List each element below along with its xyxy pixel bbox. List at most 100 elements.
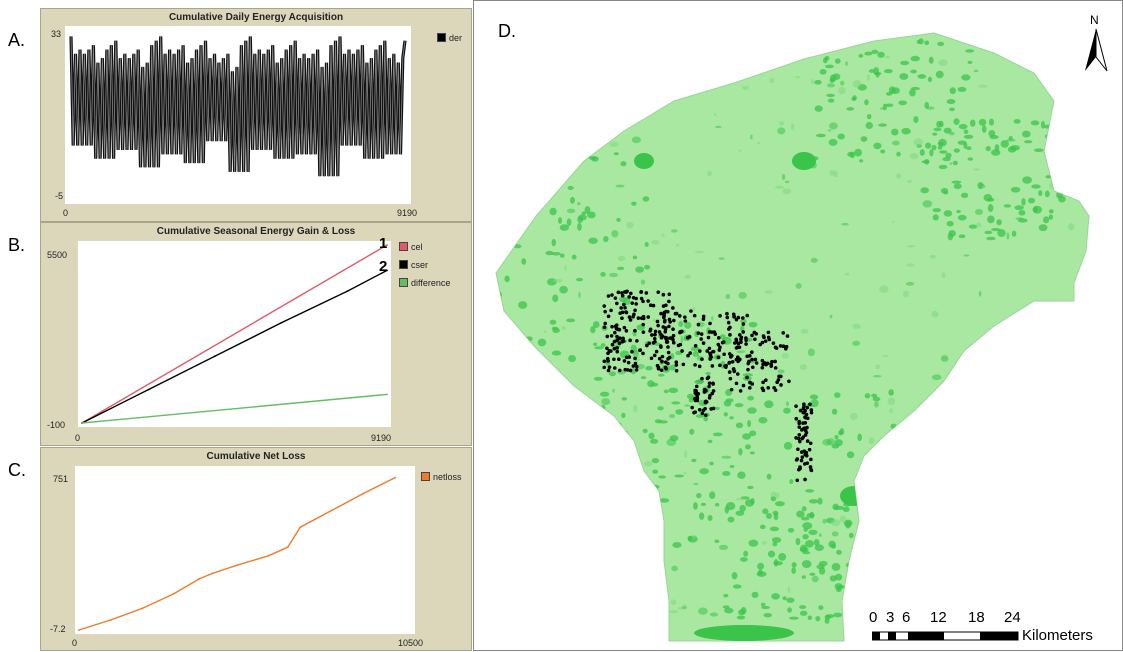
veg-patch bbox=[963, 129, 969, 135]
track-point bbox=[618, 336, 622, 340]
veg-patch bbox=[561, 326, 566, 330]
veg-patch bbox=[949, 162, 953, 165]
veg-patch bbox=[696, 492, 702, 499]
track-point bbox=[795, 457, 800, 461]
veg-patch bbox=[935, 70, 944, 79]
veg-patch bbox=[613, 152, 619, 156]
veg-patch bbox=[700, 502, 707, 506]
track-point bbox=[699, 337, 703, 341]
veg-patch bbox=[836, 549, 842, 555]
veg-patch bbox=[595, 566, 599, 573]
chart-c-xtick-min: 0 bbox=[72, 638, 78, 648]
track-point bbox=[614, 326, 619, 331]
track-point bbox=[624, 329, 629, 333]
veg-patch bbox=[551, 326, 559, 331]
veg-patch bbox=[932, 214, 939, 221]
veg-patch bbox=[871, 491, 881, 500]
veg-patch bbox=[1021, 198, 1026, 206]
chart-c-plot bbox=[75, 466, 415, 634]
veg-patch bbox=[884, 55, 891, 59]
veg-patch bbox=[814, 105, 823, 112]
veg-patch bbox=[751, 591, 759, 598]
veg-patch bbox=[1050, 454, 1056, 459]
veg-patch bbox=[898, 100, 907, 106]
veg-patch bbox=[799, 364, 808, 370]
veg-patch bbox=[645, 365, 653, 371]
veg-patch bbox=[892, 509, 899, 516]
data-point-difference bbox=[81, 422, 83, 424]
track-point bbox=[736, 359, 740, 364]
track-point bbox=[630, 301, 635, 305]
veg-patch bbox=[648, 523, 659, 529]
veg-patch bbox=[809, 394, 819, 400]
veg-patch bbox=[875, 364, 880, 370]
track-point bbox=[721, 340, 726, 344]
veg-patch bbox=[692, 535, 697, 538]
track-point bbox=[707, 384, 711, 389]
track-point bbox=[683, 319, 688, 323]
veg-patch bbox=[807, 615, 813, 621]
veg-patch bbox=[1061, 86, 1068, 91]
veg-patch bbox=[533, 110, 541, 117]
veg-patch bbox=[496, 309, 502, 314]
track-point bbox=[701, 317, 706, 322]
veg-patch bbox=[906, 263, 915, 267]
veg-patch bbox=[885, 521, 890, 525]
data-point-netloss bbox=[78, 629, 80, 631]
track-point bbox=[613, 296, 618, 300]
track-point bbox=[796, 447, 800, 452]
track-point bbox=[728, 355, 733, 359]
veg-patch bbox=[859, 159, 864, 163]
veg-patch bbox=[922, 200, 933, 208]
veg-patch bbox=[601, 559, 608, 565]
track-point bbox=[804, 412, 809, 417]
veg-patch bbox=[682, 604, 687, 607]
veg-patch bbox=[657, 406, 664, 411]
track-point bbox=[776, 378, 781, 382]
veg-patch bbox=[727, 516, 735, 523]
veg-patch bbox=[748, 539, 759, 547]
veg-patch bbox=[879, 285, 889, 294]
track-point bbox=[641, 322, 645, 327]
track-point bbox=[696, 331, 701, 335]
track-point bbox=[766, 386, 771, 390]
chart-b-legend-difference: difference bbox=[399, 278, 450, 288]
veg-patch bbox=[839, 515, 847, 523]
veg-patch bbox=[969, 119, 976, 127]
veg-patch bbox=[684, 404, 691, 407]
track-point bbox=[629, 291, 633, 296]
veg-patch bbox=[715, 125, 722, 129]
veg-patch bbox=[981, 184, 986, 189]
veg-patch bbox=[952, 160, 958, 166]
veg-patch bbox=[735, 422, 744, 429]
track-point bbox=[627, 355, 632, 359]
veg-patch bbox=[833, 170, 838, 178]
data-point-netloss bbox=[236, 564, 238, 567]
track-point bbox=[761, 380, 765, 385]
track-point bbox=[731, 312, 736, 317]
veg-patch bbox=[865, 121, 873, 129]
veg-patch bbox=[900, 60, 910, 66]
veg-patch bbox=[951, 180, 962, 184]
veg-patch bbox=[1000, 140, 1009, 148]
track-point bbox=[653, 332, 657, 337]
track-point bbox=[605, 356, 610, 361]
veg-patch bbox=[986, 236, 996, 241]
veg-patch bbox=[968, 38, 973, 45]
veg-patch bbox=[857, 433, 863, 442]
veg-patch bbox=[958, 123, 968, 130]
track-point bbox=[748, 380, 752, 385]
chart-b-callout-2: 2 bbox=[379, 258, 388, 275]
track-point bbox=[705, 349, 710, 353]
veg-patch bbox=[749, 451, 755, 455]
veg-patch bbox=[1057, 169, 1068, 176]
series-line-cser bbox=[81, 269, 388, 424]
veg-patch bbox=[539, 456, 543, 463]
track-point bbox=[624, 310, 628, 314]
track-point bbox=[724, 365, 728, 369]
veg-patch bbox=[994, 583, 999, 591]
veg-patch bbox=[999, 451, 1003, 460]
veg-patch bbox=[742, 85, 750, 90]
chart-b-title: Cumulative Seasonal Energy Gain & Loss bbox=[156, 226, 356, 237]
track-point bbox=[607, 348, 612, 353]
